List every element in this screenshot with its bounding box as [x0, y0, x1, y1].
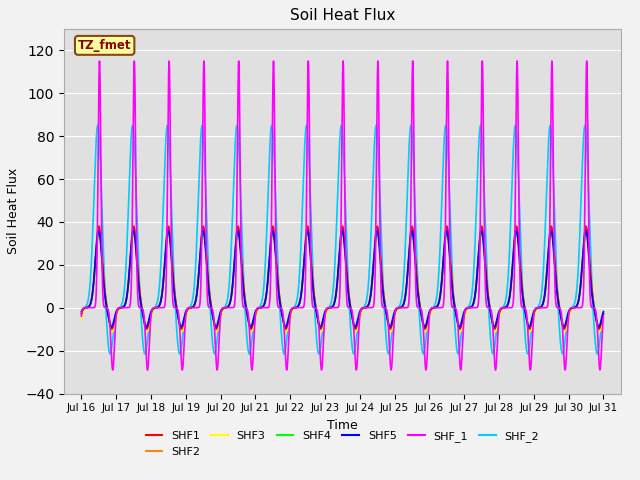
Title: Soil Heat Flux: Soil Heat Flux	[290, 9, 395, 24]
Legend: SHF1, SHF2, SHF3, SHF4, SHF5, SHF_1, SHF_2: SHF1, SHF2, SHF3, SHF4, SHF5, SHF_1, SHF…	[141, 427, 544, 461]
Text: TZ_fmet: TZ_fmet	[78, 39, 131, 52]
Y-axis label: Soil Heat Flux: Soil Heat Flux	[6, 168, 20, 254]
X-axis label: Time: Time	[327, 419, 358, 432]
